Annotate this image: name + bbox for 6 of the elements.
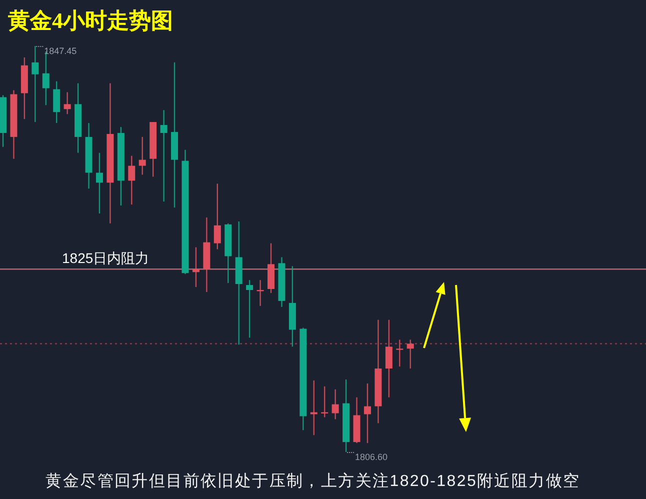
- caption: 黄金尽管回升但目前依旧处于压制，上方关注1820-1825附近阻力做空: [46, 473, 580, 490]
- annotation: 1847.45: [44, 46, 77, 56]
- chart-title: 黄金4小时走势图: [7, 8, 173, 33]
- annotation: 1806.60: [355, 452, 388, 462]
- low-label: 1806.60: [346, 452, 388, 462]
- high-label: 1847.45: [36, 46, 77, 56]
